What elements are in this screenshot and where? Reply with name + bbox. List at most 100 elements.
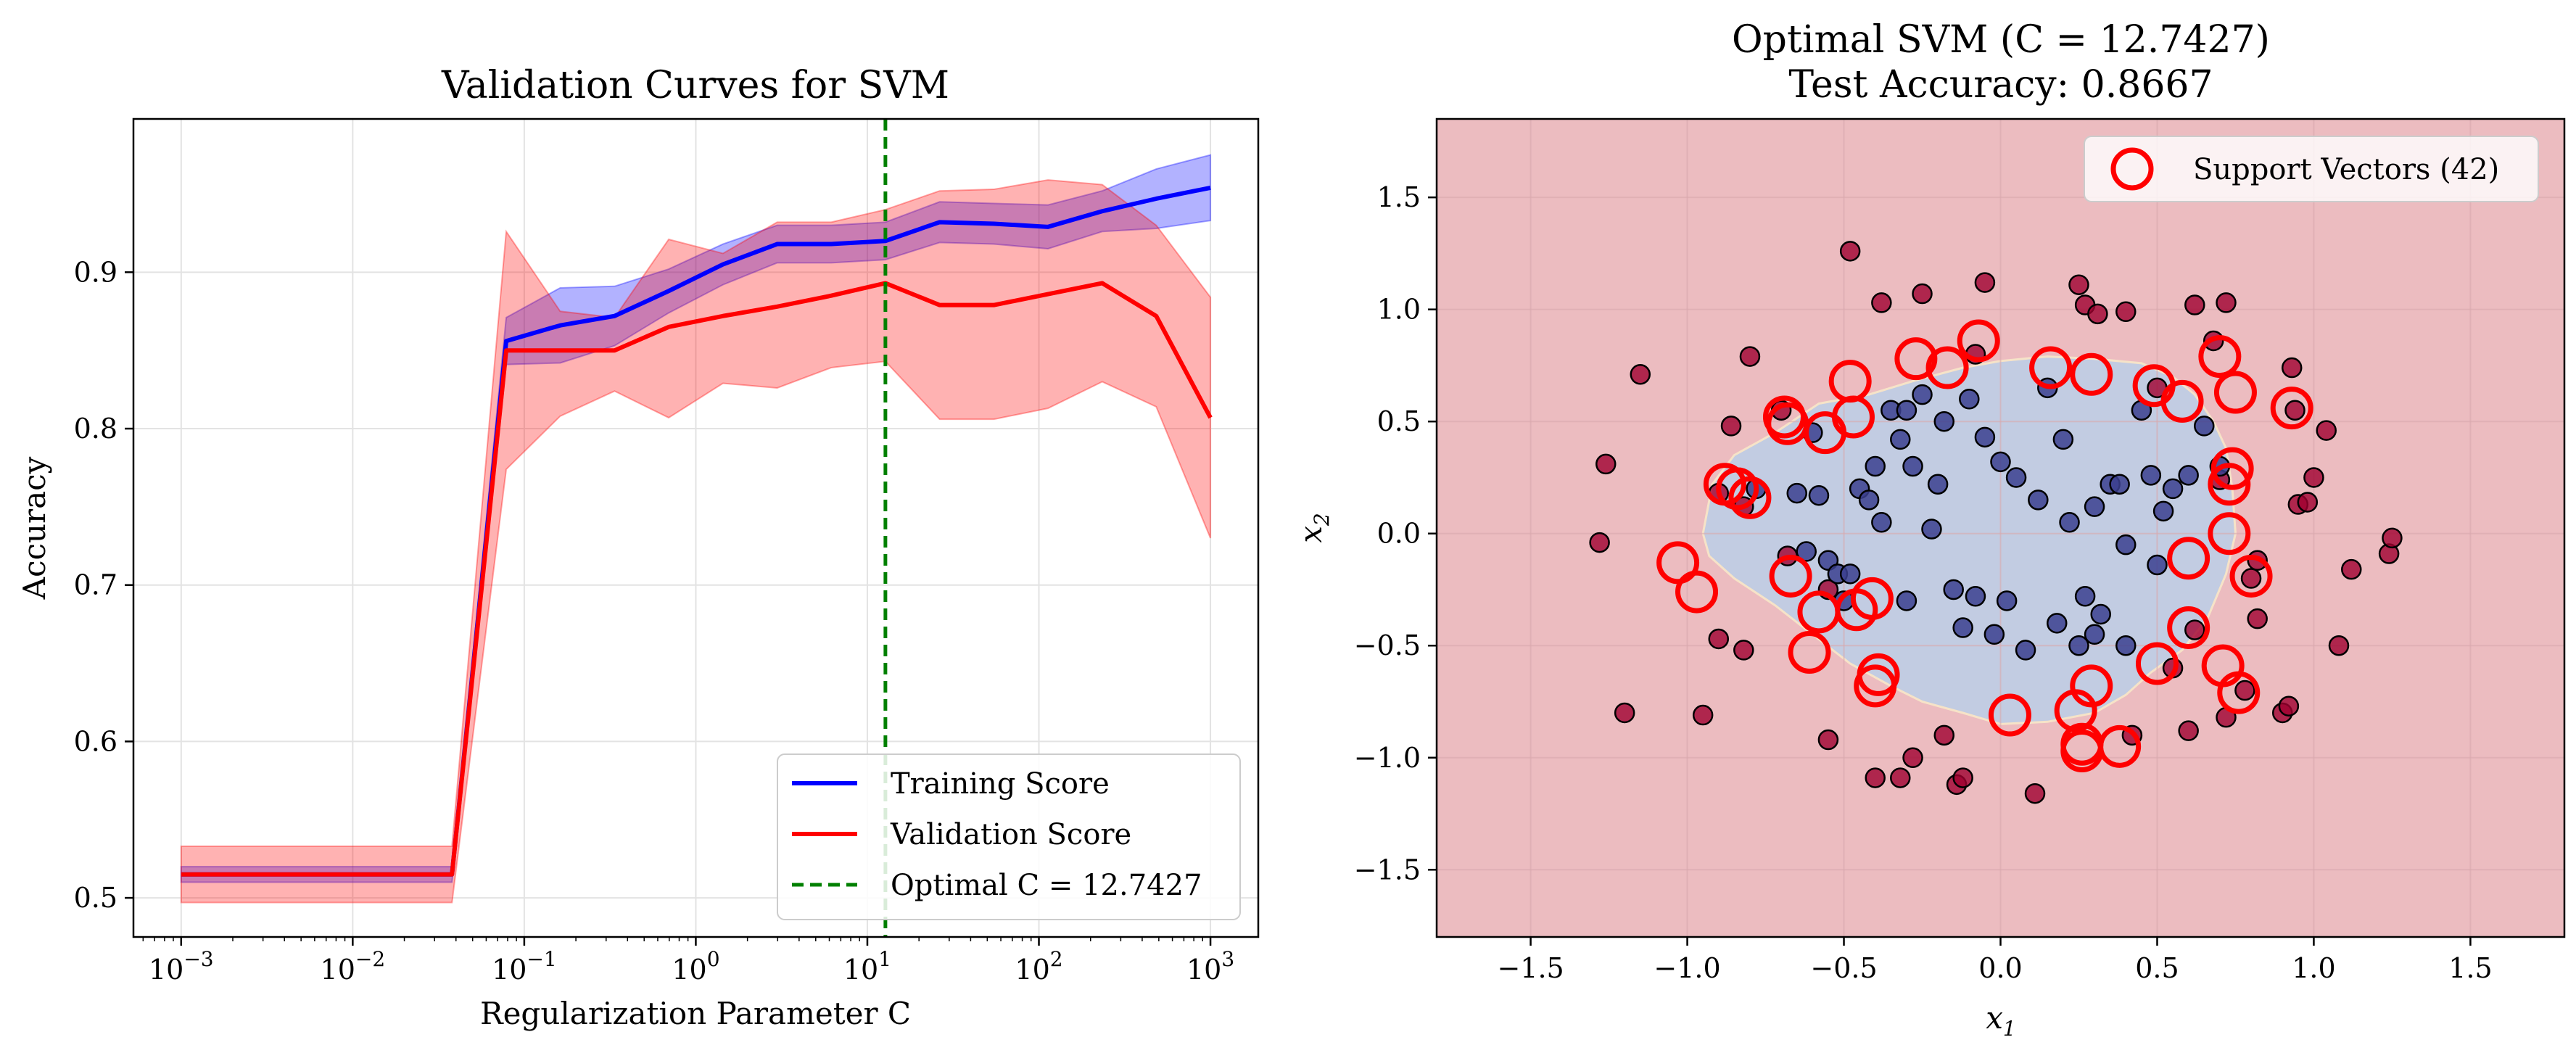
outer-class-point bbox=[1912, 283, 1933, 305]
inner-class-point bbox=[1871, 512, 1892, 533]
svm-decision-panel: Optimal SVM (C = 12.7427) Test Accuracy:… bbox=[1293, 18, 2566, 1041]
outer-class-point bbox=[1839, 241, 1861, 262]
outer-class-point bbox=[2328, 635, 2350, 656]
inner-class-point bbox=[1921, 519, 1942, 540]
inner-class-point bbox=[2028, 490, 2049, 511]
left-x-tick-label: 103 bbox=[1186, 947, 1234, 986]
right-x-tick-label: −1.0 bbox=[1654, 952, 1720, 984]
inner-class-point bbox=[2115, 534, 2137, 556]
inner-class-point bbox=[2152, 500, 2174, 522]
left-y-tick-label: 0.9 bbox=[74, 256, 117, 288]
inner-class-point bbox=[1965, 586, 1986, 607]
inner-class-point bbox=[2047, 613, 2068, 634]
inner-class-point bbox=[2059, 512, 2080, 533]
outer-class-point bbox=[2068, 274, 2089, 295]
inner-class-point bbox=[1912, 384, 1933, 405]
right-y-tick-label: 0.0 bbox=[1377, 518, 1421, 550]
outer-class-point bbox=[1902, 747, 1923, 769]
support-vector-marker bbox=[2098, 724, 2142, 768]
outer-class-point bbox=[2297, 492, 2319, 513]
support-vector-marker bbox=[2029, 346, 2073, 389]
legend-support-vector-marker bbox=[2110, 147, 2154, 191]
outer-class-point bbox=[1933, 724, 1954, 746]
support-vector-marker bbox=[2070, 352, 2113, 396]
outer-class-point bbox=[2087, 303, 2108, 325]
inner-class-point bbox=[1896, 400, 1917, 421]
inner-class-point bbox=[1943, 579, 1964, 600]
outer-class-point bbox=[1817, 729, 1839, 751]
outer-class-point bbox=[2115, 301, 2137, 323]
support-vector-marker bbox=[1925, 346, 1969, 389]
outer-class-point bbox=[1720, 416, 1742, 437]
inner-class-point bbox=[2015, 640, 2036, 661]
outer-class-point bbox=[1589, 532, 1610, 553]
inner-class-point bbox=[1983, 624, 2005, 645]
right-chart-title: Optimal SVM (C = 12.7427) bbox=[1732, 18, 2270, 62]
right-x-tick-label: 0.0 bbox=[1978, 952, 2022, 984]
support-vector-marker bbox=[1656, 541, 1700, 585]
support-vector-marker bbox=[2208, 512, 2251, 556]
right-x-tick-label: 1.5 bbox=[2448, 952, 2492, 984]
inner-class-point bbox=[2162, 478, 2184, 500]
support-vector-marker bbox=[1831, 395, 1875, 439]
inner-class-point bbox=[2005, 467, 2027, 488]
support-vector-marker bbox=[2229, 554, 2273, 598]
inner-class-point bbox=[1858, 490, 1880, 511]
outer-class-point bbox=[2216, 292, 2237, 313]
left-y-tick-label: 0.7 bbox=[74, 569, 117, 601]
support-vector-marker bbox=[2167, 606, 2210, 650]
outer-class-point bbox=[2184, 294, 2205, 315]
outer-class-point bbox=[2240, 568, 2262, 589]
left-x-tick-label: 102 bbox=[1015, 947, 1062, 986]
outer-class-point bbox=[2382, 527, 2403, 549]
inner-class-point bbox=[1808, 484, 1830, 506]
left-x-ticks: 10−3 10−2 10−1 100 101 102 103 bbox=[142, 937, 1234, 986]
outer-class-point bbox=[1871, 292, 1892, 313]
right-legend: Support Vectors (42) bbox=[2084, 136, 2539, 202]
inner-class-point bbox=[2068, 635, 2089, 656]
right-y-tick-label: −1.5 bbox=[1354, 854, 1421, 885]
inner-class-point bbox=[2052, 429, 2074, 450]
support-vector-marker bbox=[2198, 335, 2242, 379]
outer-class-point bbox=[2234, 680, 2255, 701]
outer-class-point bbox=[2284, 400, 2305, 421]
left-y-tick-label: 0.5 bbox=[74, 882, 117, 914]
inner-class-point bbox=[2084, 496, 2105, 517]
legend-training-label: Training Score bbox=[891, 767, 1110, 801]
inner-class-point bbox=[2074, 586, 2096, 607]
support-vector-marker bbox=[1850, 577, 1894, 620]
left-x-tick-label: 10−1 bbox=[492, 947, 557, 986]
validation-score-line bbox=[181, 281, 1213, 877]
inner-class-point bbox=[1865, 455, 1886, 477]
right-y-tick-label: 0.5 bbox=[1377, 405, 1421, 437]
outer-class-point bbox=[1890, 767, 1911, 788]
right-y-tick-label: 1.5 bbox=[1377, 181, 1421, 213]
support-vector-marker bbox=[1675, 570, 1719, 614]
left-y-axis-label: Accuracy bbox=[17, 456, 52, 600]
right-y-tick-label: −1.0 bbox=[1354, 742, 1421, 774]
outer-class-point bbox=[1733, 640, 1754, 661]
inner-class-point bbox=[1927, 474, 1949, 495]
right-x-tick-label: −0.5 bbox=[1810, 952, 1877, 984]
right-x-ticks: −1.5 −1.0 −0.5 0.0 0.5 1.0 1.5 bbox=[1497, 937, 2493, 984]
support-vector-marker bbox=[2213, 371, 2257, 414]
inner-class-point bbox=[2178, 465, 2199, 486]
inner-class-point bbox=[2084, 624, 2105, 645]
right-legend-box bbox=[2084, 136, 2539, 202]
inner-class-point bbox=[1959, 389, 1980, 410]
support-vector-marker bbox=[1716, 467, 1759, 511]
validation-score-band bbox=[180, 179, 1212, 904]
right-x-axis-label: x1 bbox=[1986, 1000, 2016, 1041]
left-y-tick-label: 0.8 bbox=[74, 413, 117, 445]
outer-class-point bbox=[1739, 346, 1761, 367]
inner-class-point bbox=[1902, 455, 1923, 477]
inner-class-point bbox=[2115, 635, 2137, 656]
validation-curve-panel: Validation Curves for SVM 10−3 10−2 10−1 10… bbox=[17, 64, 1260, 1031]
support-vector-marker bbox=[2208, 463, 2251, 506]
right-y-tick-label: 1.0 bbox=[1377, 294, 1421, 326]
left-legend: Training Score Validation Score Optimal … bbox=[777, 753, 1241, 920]
support-vector-marker bbox=[2270, 387, 2313, 430]
outer-class-point bbox=[2341, 558, 2362, 580]
inner-class-point bbox=[2109, 474, 2130, 495]
support-vector-marker bbox=[2160, 379, 2204, 423]
